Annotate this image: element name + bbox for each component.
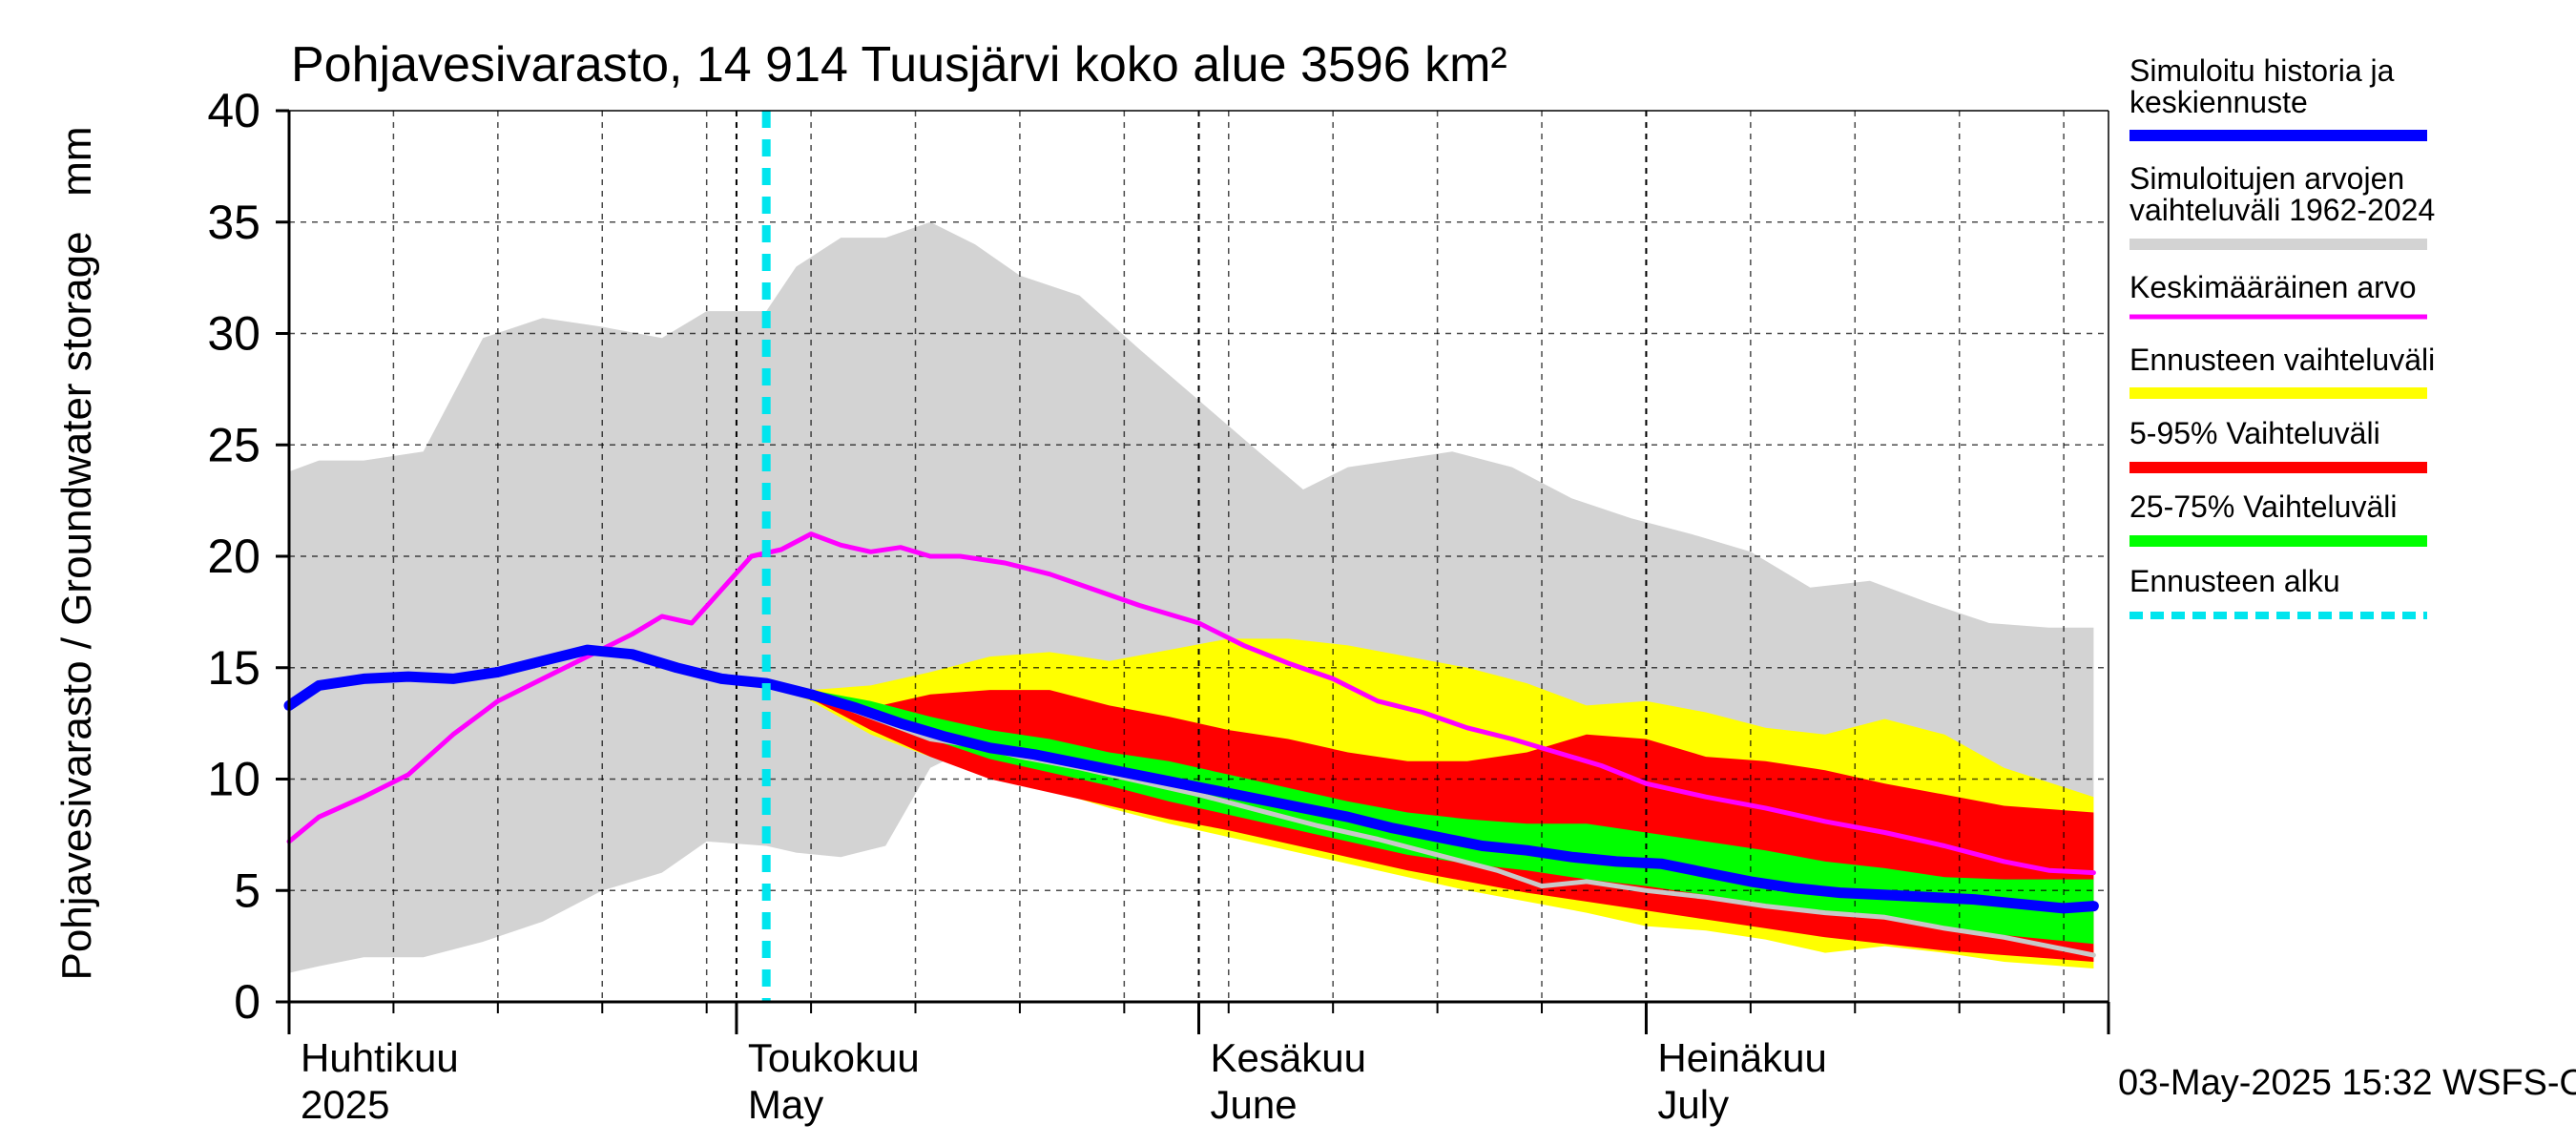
y-tick-label: 35 bbox=[207, 196, 260, 249]
x-month-label: Huhtikuu bbox=[301, 1035, 459, 1080]
legend-item-5-95-vaihteluv-li: 5-95% Vaihteluväli bbox=[2129, 416, 2427, 473]
legend-item-keskim-r-inen-arvo: Keskimääräinen arvo bbox=[2129, 270, 2427, 320]
y-tick-label: 5 bbox=[234, 864, 260, 917]
y-tick-label: 20 bbox=[207, 530, 260, 583]
y-tick-label: 25 bbox=[207, 418, 260, 471]
legend-label: 25-75% Vaihteluväli bbox=[2129, 489, 2397, 524]
legend: Simuloitu historia jakeskiennusteSimuloi… bbox=[2129, 53, 2435, 619]
y-axis-label: Pohjavesivarasto / Groundwater storage m… bbox=[53, 126, 100, 980]
legend-label: Simuloitu historia ja bbox=[2129, 53, 2395, 88]
chart-bands bbox=[289, 221, 2094, 973]
legend-item-25-75-vaihteluv-li: 25-75% Vaihteluväli bbox=[2129, 489, 2427, 547]
chart-axes: 0510152025303540Huhtikuu2025ToukokuuMayK… bbox=[207, 84, 2110, 1127]
legend-label: keskiennuste bbox=[2129, 85, 2308, 119]
legend-label: Simuloitujen arvojen bbox=[2129, 161, 2404, 196]
y-tick-label: 0 bbox=[234, 975, 260, 1029]
x-month-label: Kesäkuu bbox=[1211, 1035, 1366, 1080]
legend-label: vaihteluväli 1962-2024 bbox=[2129, 193, 2435, 227]
legend-label: 5-95% Vaihteluväli bbox=[2129, 416, 2380, 450]
line-simuloitu-historia-ja-keskiennuste bbox=[283, 644, 2099, 914]
footer-timestamp: 03-May-2025 15:32 WSFS-O bbox=[2118, 1063, 2576, 1103]
legend-label: Keskimääräinen arvo bbox=[2129, 270, 2417, 304]
legend-item-ennusteen-vaihteluv-li: Ennusteen vaihteluväli bbox=[2129, 343, 2435, 399]
y-tick-label: 10 bbox=[207, 753, 260, 806]
legend-label: Ennusteen vaihteluväli bbox=[2129, 343, 2435, 377]
legend-item-ennusteen-alku: Ennusteen alku bbox=[2129, 564, 2427, 619]
y-tick-label: 40 bbox=[207, 84, 260, 137]
x-month-sublabel: June bbox=[1211, 1082, 1298, 1127]
y-tick-label: 15 bbox=[207, 641, 260, 695]
x-month-label: Toukokuu bbox=[748, 1035, 920, 1080]
x-month-label: Heinäkuu bbox=[1657, 1035, 1826, 1080]
chart-lines bbox=[283, 111, 2099, 1002]
y-tick-label: 30 bbox=[207, 307, 260, 361]
legend-label: Ennusteen alku bbox=[2129, 564, 2340, 598]
line-keskim-r-inen-arvo bbox=[286, 531, 2096, 876]
chart-title: Pohjavesivarasto, 14 914 Tuusjärvi koko … bbox=[291, 37, 1507, 93]
x-month-sublabel: May bbox=[748, 1082, 823, 1127]
x-month-sublabel: 2025 bbox=[301, 1082, 389, 1127]
x-month-sublabel: July bbox=[1657, 1082, 1729, 1127]
